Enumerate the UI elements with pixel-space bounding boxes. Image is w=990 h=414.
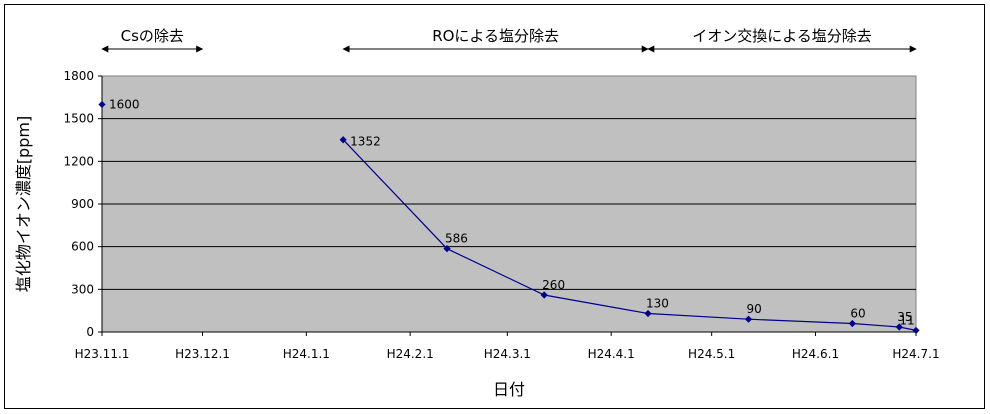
x-axis-ticks: H23.11.1 H23.12.1 H24.1.1 H24.2.1 H24.3.1 H24… xyxy=(75,332,940,361)
data-label: 1600 xyxy=(109,97,140,111)
data-label: 260 xyxy=(542,278,565,292)
annotation-label: イオン交換による塩分除去 xyxy=(692,27,872,45)
y-tick-label: 1800 xyxy=(63,69,94,83)
data-label: 1352 xyxy=(350,135,381,149)
data-point xyxy=(98,100,106,109)
x-tick-label: H24.6.1 xyxy=(792,347,839,361)
data-label: 90 xyxy=(747,302,762,316)
data-point xyxy=(744,315,753,323)
annotation-label: Csの除去 xyxy=(121,27,184,45)
data-point xyxy=(895,323,903,331)
data-label: 586 xyxy=(445,232,468,246)
x-axis-title: 日付 xyxy=(493,380,525,399)
x-tick-label: H24.2.1 xyxy=(387,347,434,361)
y-axis-title: 塩化物イオン濃度[ppm] xyxy=(14,116,33,292)
data-label: 60 xyxy=(850,306,865,320)
data-label: 11 xyxy=(899,313,914,327)
x-tick-label: H23.12.1 xyxy=(175,347,230,361)
annotation-label: ROによる塩分除去 xyxy=(432,27,559,45)
y-tick-label: 900 xyxy=(71,197,94,211)
annotation-arrows: Csの除去 ROによる塩分除去 イオン交換による塩分除去 xyxy=(101,27,917,53)
data-point xyxy=(339,136,347,144)
x-tick-label: H24.4.1 xyxy=(588,347,635,361)
data-label: 130 xyxy=(646,297,669,311)
data-point xyxy=(644,309,652,318)
y-tick-label: 0 xyxy=(86,325,94,339)
series-line xyxy=(342,139,917,331)
data-point xyxy=(540,291,548,299)
chart-frame: 0 300 600 900 1200 1500 1800 H23.11.1 H23.12.1 H… xyxy=(4,4,985,409)
y-tick-label: 600 xyxy=(71,240,94,254)
x-tick-label: H23.11.1 xyxy=(75,347,130,361)
data-point xyxy=(443,245,451,253)
x-tick-label: H24.3.1 xyxy=(484,347,531,361)
data-point xyxy=(848,319,856,328)
y-tick-label: 1200 xyxy=(63,154,94,168)
data-label: 35 xyxy=(897,310,912,324)
y-tick-label: 1500 xyxy=(63,112,94,126)
data-point xyxy=(912,326,920,335)
x-tick-label: H24.5.1 xyxy=(688,347,735,361)
y-tick-label: 300 xyxy=(71,282,94,296)
x-tick-label: H24.7.1 xyxy=(892,347,939,361)
x-tick-label: H24.1.1 xyxy=(283,347,330,361)
y-axis-ticks: 0 300 600 900 1200 1500 1800 xyxy=(63,69,102,339)
